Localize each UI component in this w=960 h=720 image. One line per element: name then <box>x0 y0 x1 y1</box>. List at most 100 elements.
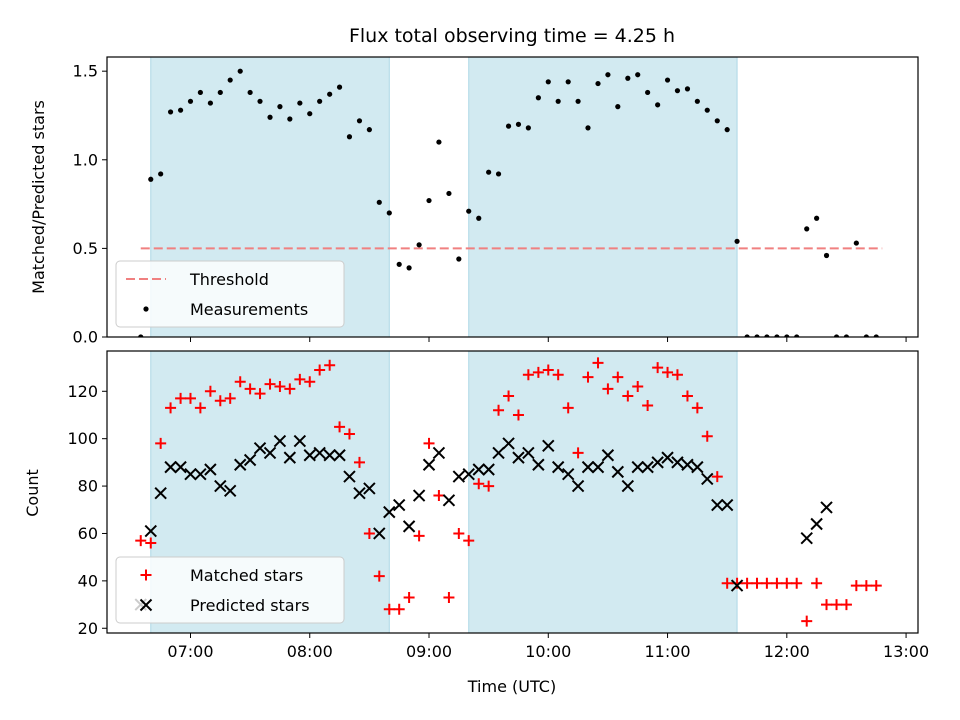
matched-star-point <box>870 580 882 592</box>
legend-label: Predicted stars <box>190 596 310 615</box>
measurement-point <box>366 127 372 133</box>
measurement-point <box>317 98 323 104</box>
matched-star-point <box>582 371 594 383</box>
matched-star-point <box>681 390 693 402</box>
measurement-point <box>684 86 691 92</box>
y-axis-label-top: Matched/Predicted stars <box>29 100 48 294</box>
predicted-star-point <box>851 670 862 681</box>
matched-star-point <box>652 362 664 374</box>
matched-star-point <box>224 392 236 404</box>
matched-star-point <box>811 577 823 589</box>
matched-star-point <box>145 537 157 549</box>
predicted-star-point <box>522 446 535 460</box>
measurement-point <box>327 91 333 97</box>
predicted-star-point <box>730 579 744 592</box>
predicted-star-point <box>263 446 277 460</box>
predicted-star-point <box>561 468 575 481</box>
y-tick-label: 0.5 <box>73 239 98 258</box>
y-tick-label: 1.5 <box>73 62 98 81</box>
measurement-point <box>694 98 700 104</box>
predicted-star-point <box>154 486 167 500</box>
predicted-star-point <box>681 458 694 471</box>
predicted-star-point <box>313 446 326 460</box>
matched-star-point <box>761 577 773 589</box>
measurement-point <box>158 171 164 177</box>
matched-star-point <box>423 437 435 449</box>
measurement-point <box>476 215 482 221</box>
predicted-star-point <box>651 456 664 469</box>
measurement-point <box>217 89 223 96</box>
measurement-point <box>436 139 442 145</box>
matched-star-point <box>324 359 336 371</box>
y-tick-label: 120 <box>67 382 98 401</box>
legend-box <box>115 260 345 328</box>
matched-star-point <box>602 383 614 395</box>
measurement-point <box>237 68 243 74</box>
predicted-star-point <box>383 505 396 519</box>
measurement-point <box>446 190 452 197</box>
matched-star-point <box>453 527 465 539</box>
y-tick-label: 40 <box>78 571 98 590</box>
chart-title: Flux total observing time = 4.25 h <box>349 25 675 47</box>
measurement-point <box>297 100 303 106</box>
y-tick-label: 0.0 <box>73 328 98 347</box>
predicted-star-point <box>502 437 515 450</box>
predicted-star-point <box>482 463 495 476</box>
predicted-star-point <box>373 527 386 540</box>
legend-label: Threshold <box>189 270 269 289</box>
predicted-star-point <box>214 479 227 493</box>
measurement-point <box>804 226 810 232</box>
predicted-star-point <box>144 524 157 538</box>
matched-star-point <box>314 364 326 376</box>
matched-star-point <box>622 390 634 402</box>
measurement-point <box>486 169 492 175</box>
y-axis-label-bottom: Count <box>23 469 42 517</box>
matched-star-point <box>214 395 226 407</box>
matched-star-point <box>850 580 862 592</box>
measurement-point <box>595 80 601 87</box>
measurement-point <box>863 334 869 337</box>
measurement-point <box>585 125 591 131</box>
measurement-point <box>346 134 353 140</box>
predicted-star-point <box>422 458 436 471</box>
x-tick-label: 07:00 <box>167 642 213 661</box>
measurement-point <box>207 100 214 106</box>
predicted-star-point <box>641 460 654 474</box>
matched-star-point <box>542 364 554 376</box>
matched-star-point <box>503 390 515 402</box>
matched-star-point <box>642 400 654 412</box>
predicted-star-point <box>392 498 406 512</box>
measurement-point <box>505 123 512 129</box>
predicted-star-point <box>303 449 316 462</box>
predicted-star-point <box>204 463 217 476</box>
legend-label: Matched stars <box>190 566 303 585</box>
predicted-star-point <box>323 449 336 462</box>
matched-star-point <box>413 530 425 542</box>
shaded-interval-2 <box>468 351 738 633</box>
matched-star-point <box>463 535 475 547</box>
measurement-point <box>515 121 522 127</box>
legend-box <box>115 556 345 624</box>
predicted-star-point <box>273 434 287 448</box>
matched-star-point <box>801 615 813 627</box>
matched-star-point <box>721 577 733 589</box>
predicted-star-point <box>611 465 625 479</box>
predicted-star-point <box>551 460 565 474</box>
measurement-point <box>625 75 631 81</box>
measurement-point <box>814 215 820 221</box>
matched-star-point <box>204 385 216 397</box>
measurement-point <box>823 252 830 259</box>
matched-star-point <box>363 527 375 539</box>
measurement-point <box>833 334 840 337</box>
measurement-point <box>247 89 253 96</box>
matched-star-point <box>612 371 624 383</box>
matched-star-point <box>751 577 763 589</box>
matched-star-point <box>493 404 505 416</box>
matched-star-point <box>274 381 286 393</box>
measurement-point <box>187 98 194 104</box>
plot-frame <box>106 350 919 634</box>
measurement-point <box>287 116 293 122</box>
predicted-star-point <box>571 479 585 493</box>
matched-star-point <box>284 383 296 395</box>
matched-star-point <box>353 456 365 468</box>
